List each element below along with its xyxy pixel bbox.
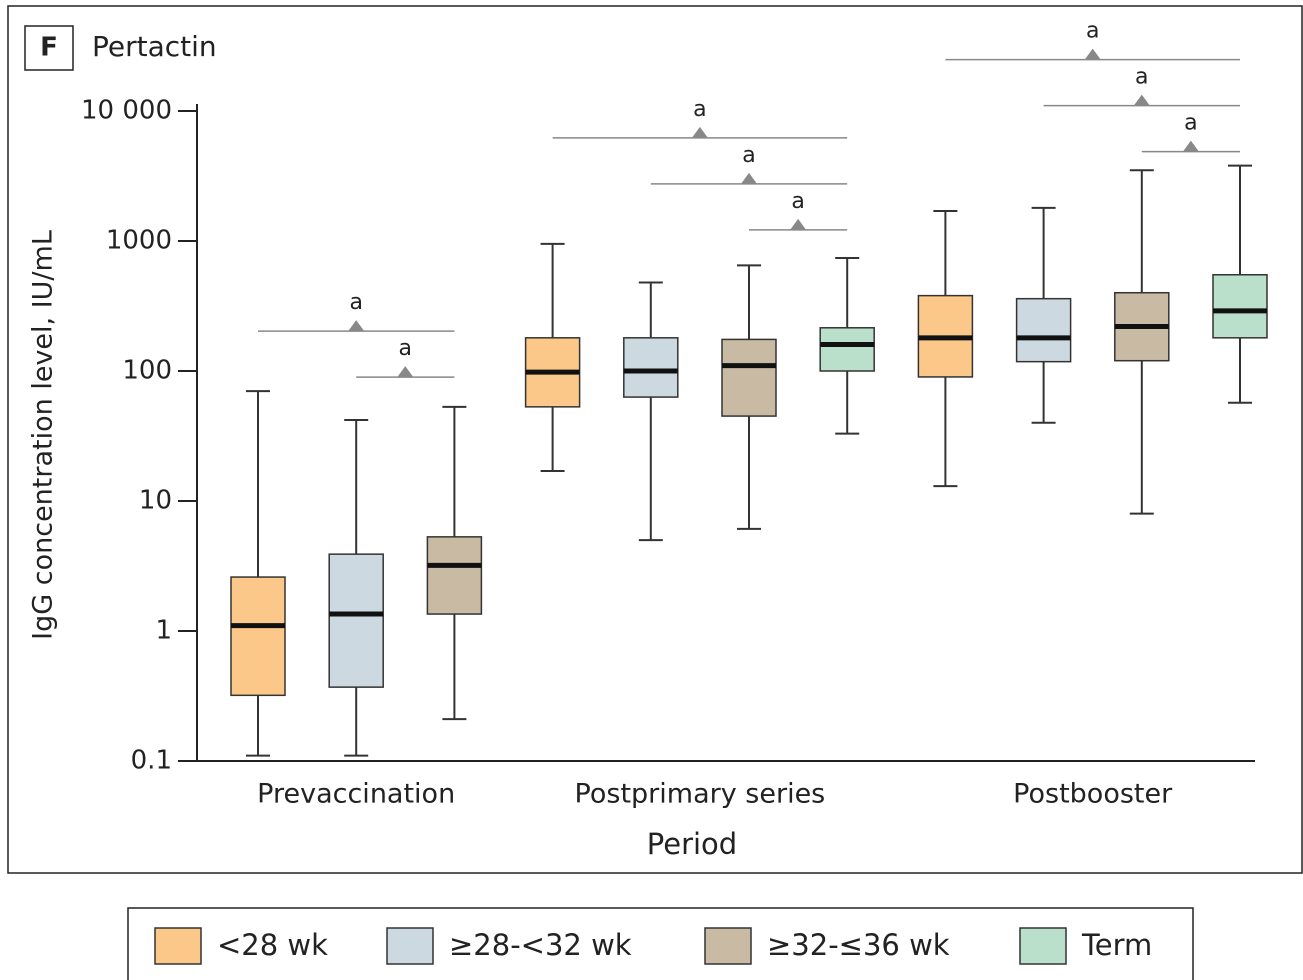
chart-title: Pertactin xyxy=(92,30,217,63)
panel-label-box xyxy=(24,25,74,71)
box xyxy=(1015,297,1072,363)
bracket-marker xyxy=(1182,140,1199,152)
box xyxy=(230,576,286,697)
bracket-marker xyxy=(348,320,365,332)
bracket-marker xyxy=(1133,94,1150,106)
x-tick-label: Postprimary series xyxy=(575,779,826,810)
bracket-marker xyxy=(790,218,807,230)
legend-frame xyxy=(127,907,1194,980)
legend-swatch xyxy=(704,927,752,965)
box xyxy=(1212,274,1268,339)
annotation: a xyxy=(693,97,706,122)
legend-label: <28 wk xyxy=(217,928,328,962)
x-tick-label: Postbooster xyxy=(1013,779,1173,810)
legend-swatch xyxy=(1019,927,1067,965)
annotation: a xyxy=(1184,111,1197,136)
bracket-marker xyxy=(741,172,757,184)
x-tick-label: Prevaccination xyxy=(257,779,455,810)
y-tick-label: 0.1 xyxy=(131,746,172,776)
annotation: a xyxy=(399,336,412,361)
y-tick-label: 10 xyxy=(139,486,172,516)
annotation: a xyxy=(791,189,804,214)
legend-label: ≥28-<32 wk xyxy=(449,928,632,962)
box xyxy=(623,337,679,398)
bracket-marker xyxy=(1084,48,1101,60)
annotation: a xyxy=(1086,19,1099,44)
y-tick-label: 1000 xyxy=(106,226,172,256)
y-axis-label: IgG concentration level, IU/mL xyxy=(28,230,59,640)
box xyxy=(426,536,483,615)
panel-label: F xyxy=(40,33,58,63)
annotation: a xyxy=(349,290,362,315)
box xyxy=(721,338,777,417)
legend-label: ≥32-≤36 wk xyxy=(767,928,950,962)
legend-label: Term xyxy=(1081,928,1152,962)
panel-frame xyxy=(7,5,1303,874)
y-tick-label: 100 xyxy=(122,356,172,386)
bracket-marker xyxy=(397,366,414,378)
y-tick-label: 10 000 xyxy=(81,96,172,126)
box xyxy=(328,553,384,688)
annotation: a xyxy=(742,143,755,168)
y-tick-label: 1 xyxy=(155,616,172,646)
legend-swatch xyxy=(154,927,202,965)
box xyxy=(819,327,875,372)
legend-swatch xyxy=(386,927,434,965)
x-axis-label: Period xyxy=(647,827,737,861)
bracket-marker xyxy=(691,126,708,138)
annotation: a xyxy=(1135,65,1148,90)
